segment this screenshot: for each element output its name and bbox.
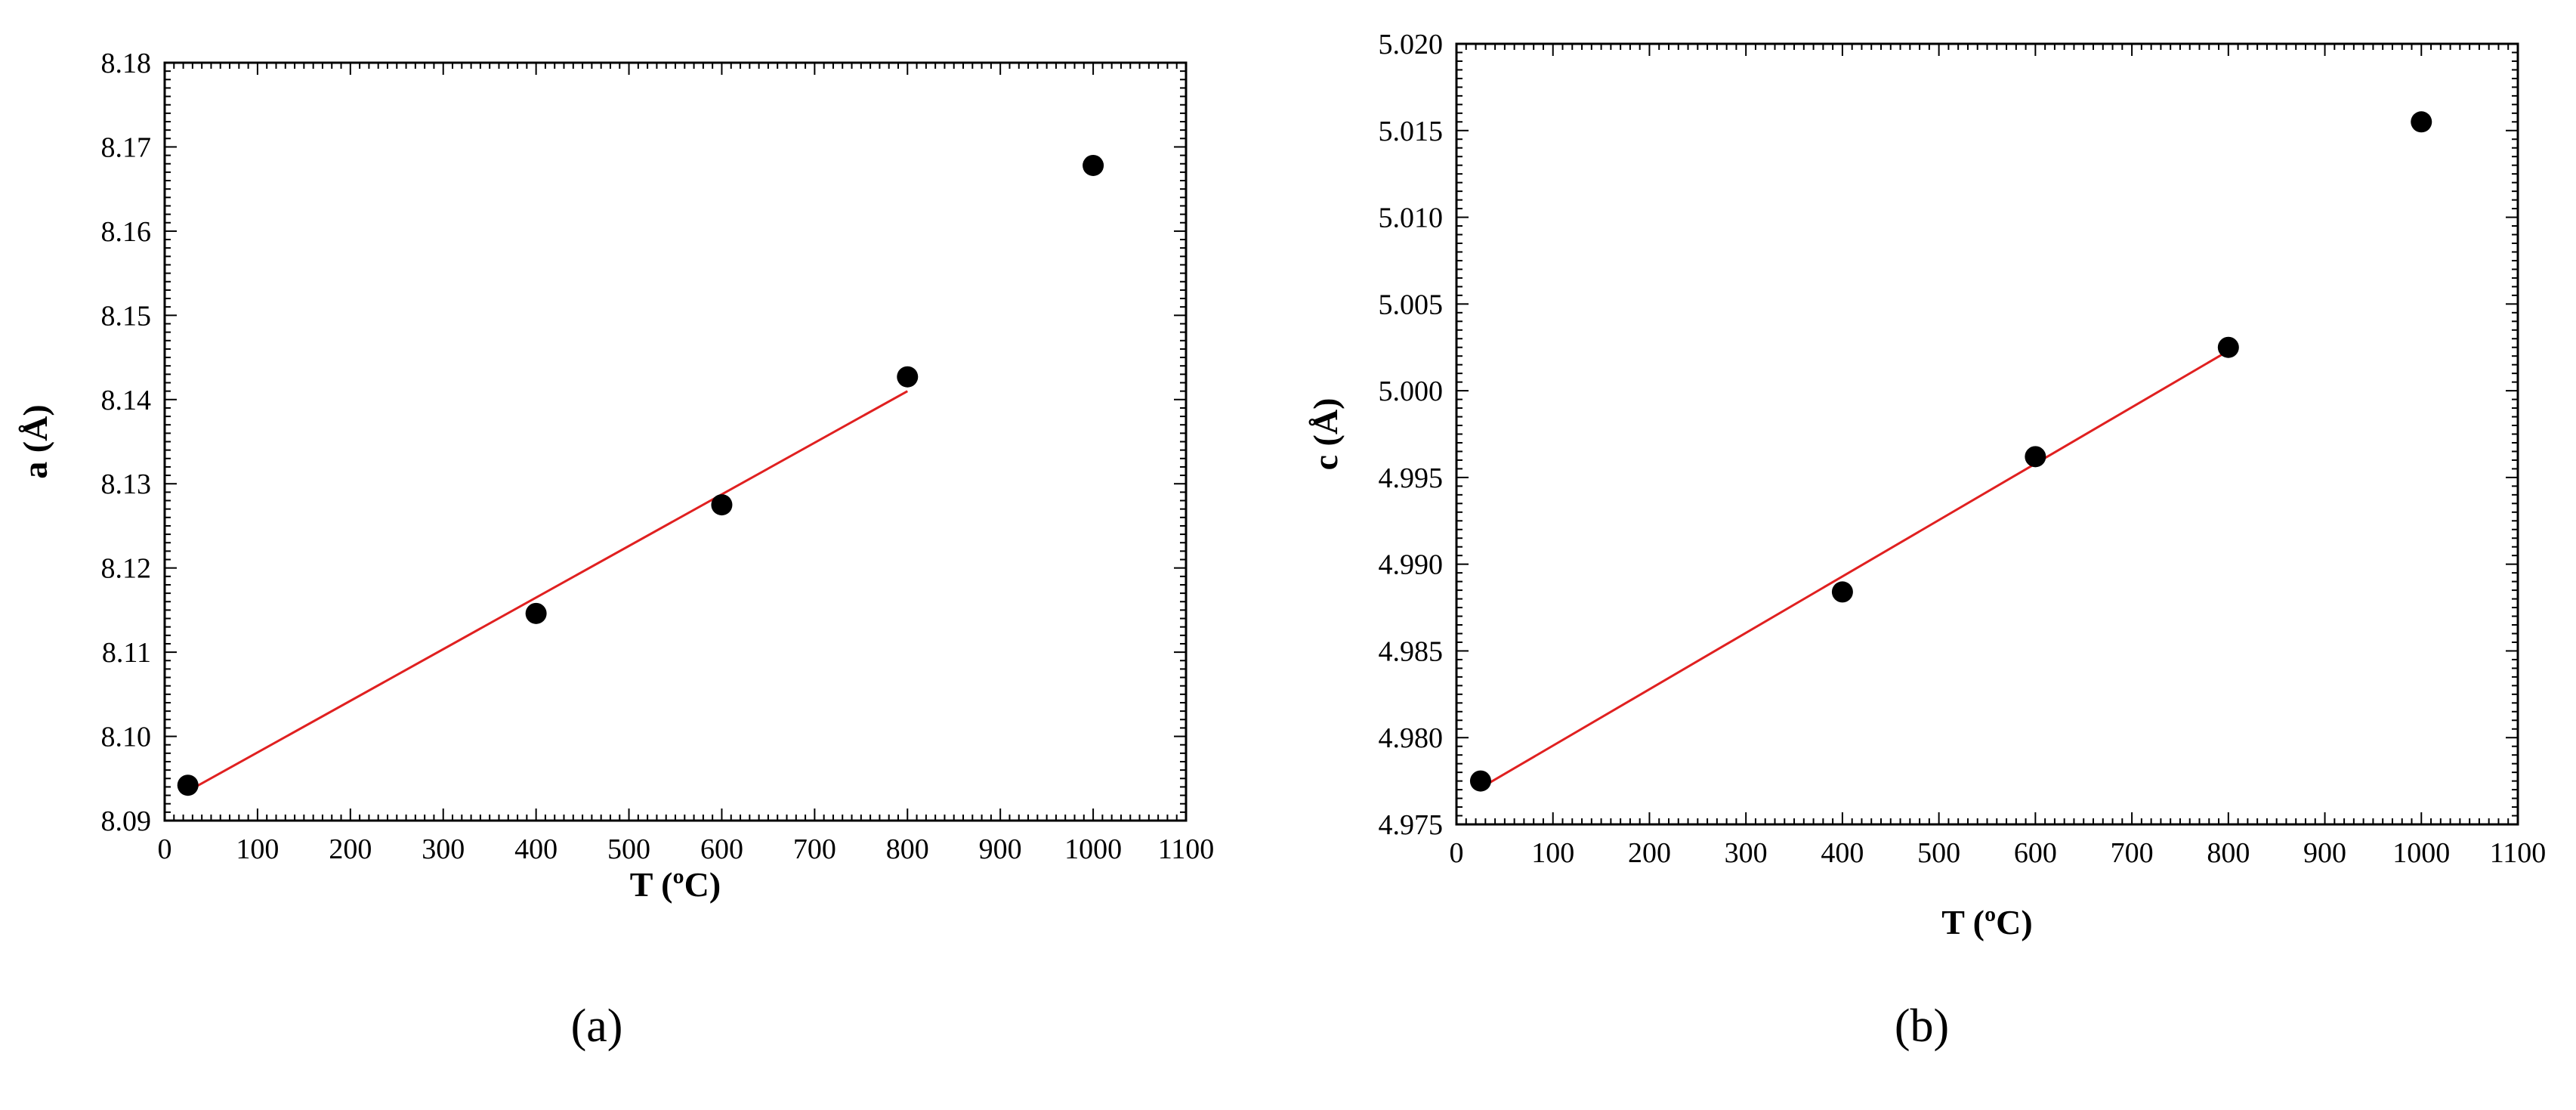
x-tick-label: 500 (1917, 837, 1960, 869)
panel-a: 0 100 200 300 400 500 600 700 800 900 1000 1100 8.09… (16, 48, 1214, 1052)
y-tick-label: 4.985 (1379, 635, 1444, 667)
x-tick-label: 400 (1821, 837, 1864, 869)
y-tick-label: 5.015 (1379, 116, 1444, 147)
x-tick-label: 600 (700, 833, 743, 865)
data-point (2025, 446, 2046, 468)
x-tick-label: 300 (1725, 837, 1768, 869)
data-point (2217, 336, 2239, 358)
data-point (1469, 770, 1491, 792)
y-tick-label: 8.12 (101, 553, 152, 585)
y-tick-label: 5.020 (1379, 29, 1444, 60)
data-point (897, 366, 919, 388)
x-tick-label: 1000 (2392, 837, 2450, 869)
x-tick-label: 600 (2014, 837, 2057, 869)
panel-label: (a) (571, 1000, 623, 1052)
x-axis-title: T (ºC) (630, 865, 721, 904)
y-tick-label: 4.990 (1379, 549, 1444, 581)
x-tick-label: 900 (979, 833, 1022, 865)
y-tick-label: 4.995 (1379, 462, 1444, 494)
y-tick-label: 5.005 (1379, 289, 1444, 320)
y-tick-label: 4.975 (1379, 809, 1444, 841)
x-tick-label: 800 (2207, 837, 2250, 869)
x-tick-label: 800 (886, 833, 929, 865)
y-axis-title: c (Å) (1306, 398, 1345, 471)
x-tick-label: 1000 (1064, 833, 1122, 865)
y-tick-label: 8.15 (101, 300, 152, 332)
y-tick-label: 8.14 (101, 385, 152, 416)
linear-fit-line (1480, 350, 2229, 790)
y-tick-label: 4.980 (1379, 722, 1444, 754)
x-axis-title: T (ºC) (1941, 903, 2032, 941)
x-tick-label: 700 (793, 833, 836, 865)
x-tick-label: 0 (1450, 837, 1464, 869)
panel-b: 0 100 200 300 400 500 600 700 800 900 1000 1100 4.97… (1306, 29, 2546, 1052)
y-tick-label: 8.18 (101, 48, 152, 79)
x-tick-label: 200 (329, 833, 372, 865)
data-point (177, 775, 199, 796)
linear-fit-line (187, 390, 909, 793)
x-tick-label: 200 (1628, 837, 1671, 869)
x-tick-label: 1100 (1158, 833, 1215, 865)
x-tick-label: 300 (422, 833, 465, 865)
data-point (711, 494, 733, 516)
plot-frame (1455, 42, 2519, 826)
y-axis-title: a (Å) (16, 404, 54, 478)
y-tick-label: 8.16 (101, 216, 152, 248)
y-tick-label: 8.11 (102, 637, 151, 669)
x-tick-label: 1100 (2490, 837, 2547, 869)
x-tick-label: 500 (607, 833, 650, 865)
panel-label: (b) (1895, 1000, 1949, 1052)
x-tick-label: 700 (2111, 837, 2154, 869)
plot-frame (163, 61, 1188, 822)
x-tick-label: 100 (236, 833, 279, 865)
data-point (1831, 581, 1853, 603)
data-point (2411, 111, 2432, 133)
y-tick-label: 8.09 (101, 805, 152, 837)
x-tick-label: 400 (514, 833, 558, 865)
data-point (1083, 154, 1104, 176)
y-tick-label: 5.000 (1379, 376, 1444, 407)
x-tick-label: 100 (1531, 837, 1574, 869)
x-tick-label: 0 (158, 833, 172, 865)
y-tick-label: 8.10 (101, 722, 152, 753)
data-point (525, 602, 547, 624)
y-tick-label: 8.17 (101, 131, 152, 163)
y-tick-label: 8.13 (101, 468, 152, 500)
x-tick-label: 900 (2303, 837, 2346, 869)
y-tick-label: 5.010 (1379, 203, 1444, 234)
